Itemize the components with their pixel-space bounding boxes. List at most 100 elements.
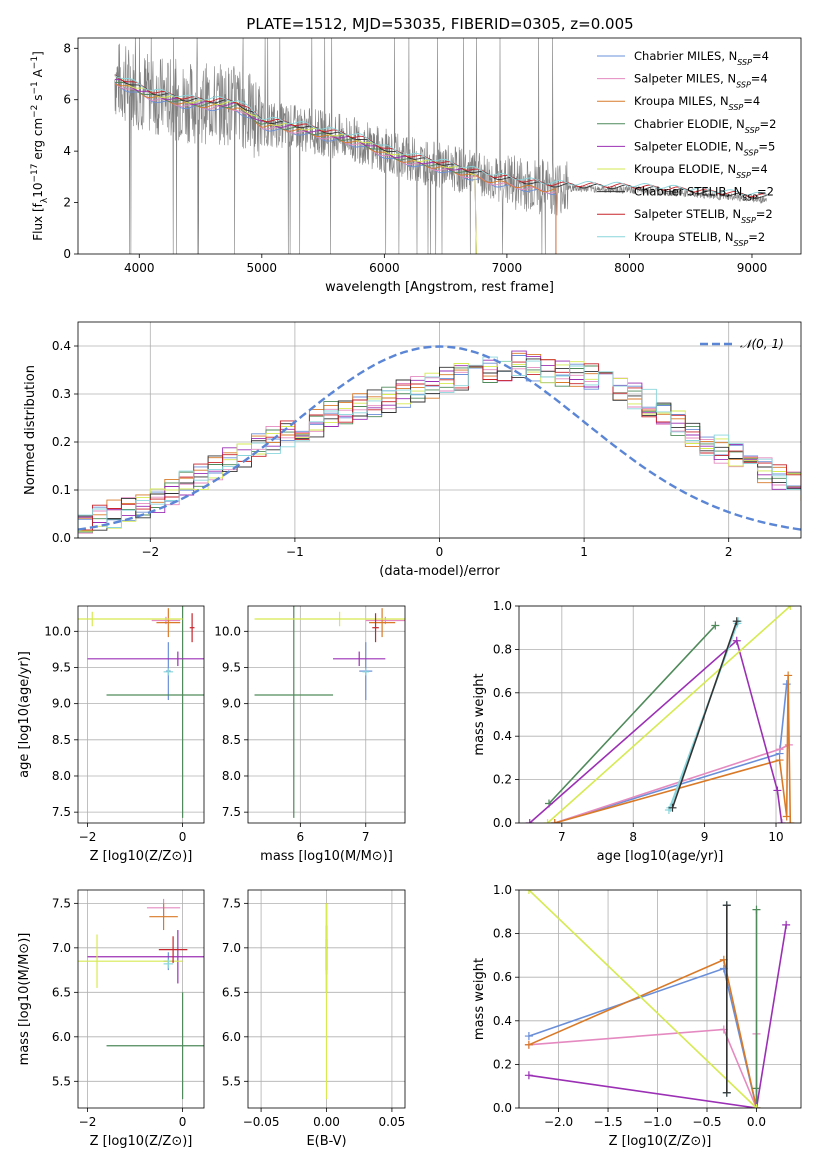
x-tick-label: −2	[79, 1115, 97, 1129]
weight-point-marker	[711, 621, 720, 630]
plot-area	[78, 606, 204, 818]
y-tick-label: 7.5	[222, 805, 241, 819]
x-tick-label: −2	[79, 830, 97, 844]
x-tick-label: 1	[580, 545, 588, 559]
legend-subscript: SSP	[729, 103, 744, 112]
weight-point-marker	[782, 920, 791, 929]
x-tick-label: −1.5	[593, 1115, 622, 1129]
weight-point-marker	[786, 606, 795, 610]
x-tick-label: 7000	[492, 261, 523, 275]
legend-text: Kroupa ELODIE, N	[634, 162, 736, 176]
legend-text: Kroupa STELIB, N	[634, 230, 734, 244]
x-axis-label: wavelength [Angstrom, rest frame]	[325, 280, 554, 295]
plot-area	[524, 890, 791, 1108]
legend-label: Salpeter ELODIE, NSSP=5	[634, 139, 775, 157]
y-tick-label: 0.0	[493, 816, 512, 830]
y-tick-label: 0.4	[52, 339, 71, 353]
legend-label: Kroupa MILES, NSSP=4	[634, 94, 760, 112]
legend-label: Kroupa ELODIE, NSSP=4	[634, 162, 768, 180]
y-tick-label: 6.5	[52, 985, 71, 999]
weight-series-line	[528, 890, 758, 1108]
x-tick-label: 0.00	[313, 1115, 340, 1129]
x-tick-label: 0.05	[379, 1115, 406, 1129]
x-axis-label: (data-model)/error	[379, 564, 500, 579]
axes-frame	[247, 889, 406, 1109]
y-tick-label: 9.0	[52, 697, 71, 711]
mass-weight-vs-age-panel: 7 8 9 10 0.0 0.2 0.4 0.6 0.8 1.0 age [log10(age/yr…	[472, 599, 802, 864]
legend-subscript: SSP	[745, 125, 760, 134]
legend-suffix: =2	[760, 117, 777, 131]
weight-point-marker	[777, 819, 786, 823]
x-tick-label: 6000	[369, 261, 400, 275]
axes-frame	[518, 889, 802, 1109]
y-label-part: Flux [f	[31, 202, 45, 240]
weight-point-marker	[668, 803, 677, 812]
y-label-part: 10	[31, 183, 45, 198]
axes-frame	[77, 889, 205, 1109]
y-label-part: −1	[30, 56, 40, 69]
weight-point-marker	[524, 1071, 533, 1080]
age-vs-metallicity-panel: −2 0 7.5 8.0 8.5 9.0 9.5 10.0 Z [log10(Z/Z⊙)] age…	[17, 605, 205, 864]
x-tick-label: 2	[725, 545, 733, 559]
legend-suffix: =2	[757, 185, 774, 199]
x-tick-label: 10	[768, 830, 783, 844]
x-tick-label: −1.0	[643, 1115, 672, 1129]
legend-text: Kroupa MILES, N	[634, 94, 729, 108]
y-axis-label: mass [log10(M/M⊙)]	[17, 933, 32, 1066]
mass-weight-vs-metallicity-panel: −2.0 −1.5 −1.0 −0.5 0.0 0.0 0.2 0.4 0.6 0.8 1.0 Z […	[472, 883, 802, 1149]
residual-histogram-panel: −2 −1 0 1 2 0.0 0.1 0.2 0.3 0.4 (data-model)/error…	[23, 321, 802, 579]
y-tick-label: 0.1	[52, 483, 71, 497]
y-axis-label: age [log10(age/yr)]	[17, 651, 32, 778]
x-axis-label: age [log10(age/yr)]	[597, 849, 724, 864]
y-tick-label: 7.0	[222, 941, 241, 955]
y-tick-label: 7.0	[52, 941, 71, 955]
y-tick-label: 7.5	[222, 896, 241, 910]
legend-suffix: =4	[751, 72, 768, 86]
legend-label: Salpeter STELIB, NSSP=2	[634, 207, 773, 225]
legend-suffix: =4	[743, 94, 760, 108]
plot-area	[525, 606, 795, 823]
y-label-part: −2	[30, 105, 40, 118]
x-tick-label: −0.5	[692, 1115, 721, 1129]
x-tick-label: 8000	[614, 261, 645, 275]
x-tick-label: 5000	[247, 261, 278, 275]
y-tick-label: 9.5	[222, 660, 241, 674]
y-tick-label: 9.0	[222, 697, 241, 711]
legend-text: Chabrier MILES, N	[634, 49, 737, 63]
y-tick-label: 5.5	[52, 1074, 71, 1088]
x-tick-label: 6	[297, 830, 305, 844]
y-label-part: −17	[30, 164, 40, 183]
axes-frame	[77, 37, 802, 255]
y-axis-label: Normed distribution	[23, 365, 38, 495]
legend-text: Chabrier STELIB, N	[634, 185, 742, 199]
weight-series-line	[528, 924, 787, 1108]
legend-suffix: =2	[756, 207, 773, 221]
y-label-part: λ	[40, 197, 50, 203]
residual-histogram-series	[78, 361, 801, 538]
weight-point-marker	[732, 617, 741, 626]
legend-subscript: SSP	[736, 80, 751, 89]
axes-frame	[518, 605, 802, 824]
plot-area	[78, 898, 204, 1100]
y-tick-label: 6.0	[222, 1030, 241, 1044]
weight-series-line	[529, 639, 783, 823]
y-tick-label: 6.0	[52, 1030, 71, 1044]
legend-subscript: SSP	[734, 238, 749, 247]
weight-point-marker	[775, 745, 784, 754]
y-tick-label: 1.0	[493, 883, 512, 897]
weight-point-marker	[732, 636, 741, 645]
weight-point-marker	[525, 819, 534, 823]
weight-point-marker	[782, 680, 791, 689]
y-tick-label: 0.0	[493, 1101, 512, 1115]
weight-point-marker	[775, 756, 784, 765]
y-tick-label: 0.6	[493, 686, 512, 700]
legend-subscript: SSP	[742, 193, 757, 202]
residual-histogram-series	[78, 356, 801, 538]
legend-label: Chabrier STELIB, NSSP=2	[634, 185, 774, 203]
y-tick-label: 1.0	[493, 599, 512, 613]
spectrum-panel: 4000 5000 6000 7000 8000 9000 0 2 4 6 8 wavelength …	[30, 37, 802, 295]
x-tick-label: 0	[436, 545, 444, 559]
legend-text: Salpeter MILES, N	[634, 72, 736, 86]
mass-vs-extinction-panel: −0.05 0.00 0.05 5.5 6.0 6.5 7.0 7.5 E(B-V)	[222, 889, 406, 1149]
